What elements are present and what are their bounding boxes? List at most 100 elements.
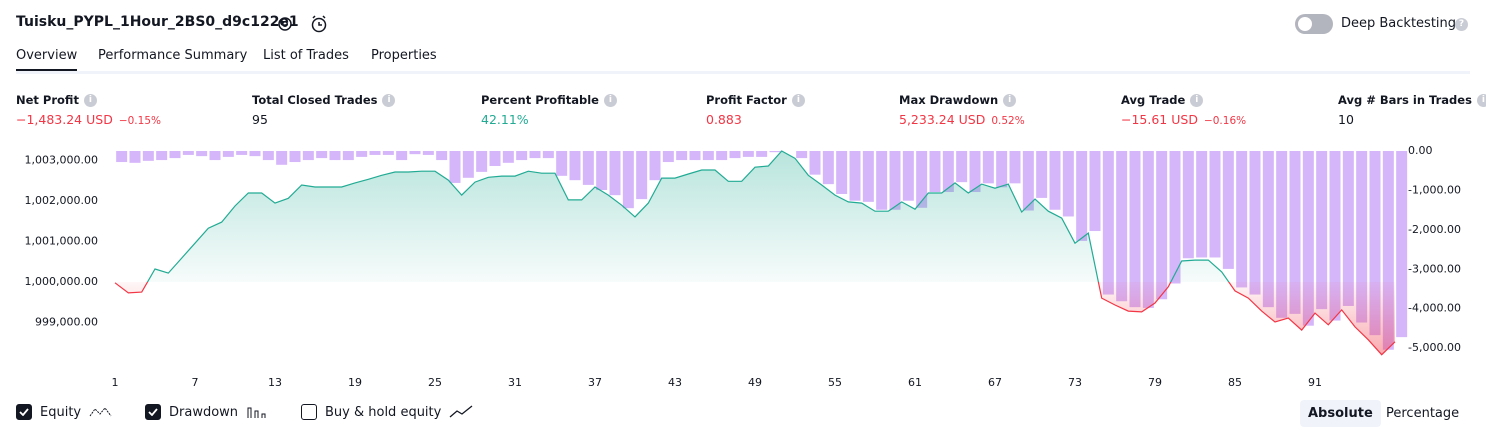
info-icon[interactable]: i <box>791 93 805 107</box>
equity-toggle[interactable]: Equity <box>16 404 113 420</box>
drawdown-bar <box>982 151 994 184</box>
drawdown-bar <box>156 151 168 161</box>
drawdown-bar <box>1129 151 1141 308</box>
drawdown-bar <box>262 151 274 161</box>
drawdown-bar <box>582 151 594 185</box>
drawdown-bar <box>1262 151 1274 308</box>
info-icon[interactable]: i <box>603 93 617 107</box>
drawdown-bar <box>1356 151 1368 323</box>
x-tick-label: 73 <box>1068 376 1082 389</box>
info-icon[interactable]: i <box>1476 93 1486 107</box>
alert-icon[interactable] <box>309 14 329 34</box>
metric-value-text: −15.61 USD <box>1121 112 1198 127</box>
tab[interactable]: List of Trades <box>263 48 349 63</box>
drawdown-bar <box>716 151 728 161</box>
drawdown-bar <box>929 151 941 193</box>
drawdown-bar <box>969 151 981 193</box>
equity-area <box>147 151 1229 282</box>
settings-icon[interactable] <box>276 15 294 33</box>
drawdown-bar <box>1342 151 1354 306</box>
drawdown-bar <box>1316 151 1328 310</box>
drawdown-bar <box>409 151 421 155</box>
x-tick-label: 31 <box>508 376 522 389</box>
drawdown-bar <box>489 151 501 166</box>
x-tick-label: 1 <box>112 376 119 389</box>
info-icon[interactable]: i <box>1003 93 1017 107</box>
mode-button[interactable]: Absolute <box>1300 400 1381 427</box>
drawdown-label: Drawdown <box>169 404 239 420</box>
drawdown-bar <box>502 151 514 163</box>
drawdown-bar <box>1156 151 1168 300</box>
tab[interactable]: Properties <box>371 48 437 63</box>
drawdown-bar <box>116 151 128 163</box>
drawdown-bar <box>596 151 608 191</box>
drawdown-bar <box>1169 151 1181 284</box>
metric-label-text: Profit Factor <box>706 93 787 107</box>
drawdown-bar <box>756 151 768 157</box>
drawdown-bar <box>1076 151 1088 241</box>
drawdown-bar <box>1289 151 1301 314</box>
x-tick-label: 19 <box>348 376 362 389</box>
x-tick-label: 91 <box>1308 376 1322 389</box>
metric-value-text: −1,483.24 USD <box>16 112 113 127</box>
metric-value: 5,233.24 USD 0.52% <box>899 112 1025 127</box>
drawdown-bar <box>476 151 488 172</box>
y-tick-label: 1,001,000.00 <box>25 235 98 248</box>
help-icon[interactable]: ? <box>1455 18 1468 31</box>
drawdown-bar <box>369 151 381 155</box>
drawdown-bar <box>302 151 314 161</box>
drawdown-bar <box>622 151 634 209</box>
drawdown-bar <box>249 151 261 157</box>
metric-label: Profit Factor i <box>706 93 805 107</box>
metric-label: Total Closed Trades i <box>252 93 396 107</box>
y-tick-label: 1,002,000.00 <box>25 194 98 207</box>
metric-label-text: Total Closed Trades <box>252 93 378 107</box>
drawdown-bar <box>1036 151 1048 198</box>
drawdown-bar <box>422 151 434 155</box>
metric-label: Net Profit i <box>16 93 97 107</box>
metric-value: 95 <box>252 112 268 127</box>
mode-button[interactable]: Percentage <box>1386 406 1460 421</box>
drawdown-bar <box>742 151 754 157</box>
drawdown-bar <box>862 151 874 202</box>
drawdown-bar <box>996 151 1008 188</box>
deep-backtesting-toggle[interactable] <box>1295 14 1333 34</box>
drawdown-bar <box>1249 151 1261 295</box>
drawdown-bar <box>689 151 701 161</box>
drawdown-bar <box>636 151 648 200</box>
drawdown-bar <box>276 151 288 165</box>
y2-tick-label: -5,000.00 <box>1408 341 1461 354</box>
buy-hold-toggle[interactable]: Buy & hold equity <box>301 404 473 420</box>
metric-change: −0.16% <box>1203 115 1247 127</box>
drawdown-bar <box>916 151 928 208</box>
drawdown-bar <box>462 151 474 178</box>
drawdown-bar <box>902 151 914 201</box>
tab[interactable]: Overview <box>16 48 78 72</box>
metric-value-text: 42.11% <box>481 112 529 127</box>
drawdown-bar <box>169 151 181 159</box>
drawdown-bar <box>1369 151 1381 336</box>
drawdown-bar <box>889 151 901 210</box>
drawdown-bar <box>849 151 861 201</box>
drawdown-bar <box>1329 151 1341 321</box>
drawdown-bar <box>702 151 714 161</box>
metric-label: Percent Profitable i <box>481 93 617 107</box>
buy-hold-label: Buy & hold equity <box>325 404 442 420</box>
metric-value: −15.61 USD −0.16% <box>1121 112 1246 127</box>
info-icon[interactable]: i <box>382 93 396 107</box>
drawdown-bar <box>342 151 354 161</box>
drawdown-bar <box>956 151 968 183</box>
drawdown-bar <box>1382 151 1394 350</box>
drawdown-bar <box>942 151 954 193</box>
x-tick-label: 79 <box>1148 376 1162 389</box>
metric-value-text: 5,233.24 USD <box>899 112 986 127</box>
tab[interactable]: Performance Summary <box>98 48 248 63</box>
drawdown-toggle[interactable]: Drawdown <box>145 404 268 420</box>
info-icon[interactable]: i <box>83 93 97 107</box>
x-tick-label: 85 <box>1228 376 1242 389</box>
drawdown-bar <box>316 151 328 159</box>
info-icon[interactable]: i <box>1190 93 1204 107</box>
y2-tick-label: -4,000.00 <box>1408 302 1461 315</box>
drawdown-bar <box>1236 151 1248 288</box>
